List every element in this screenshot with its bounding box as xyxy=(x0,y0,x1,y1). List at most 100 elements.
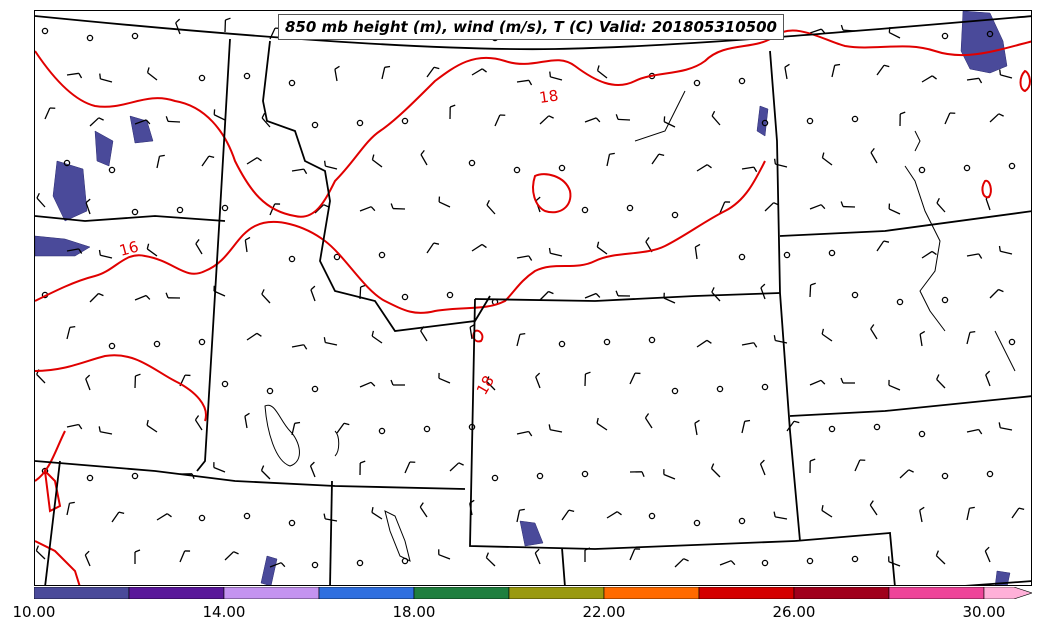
wind-barb xyxy=(84,550,91,567)
wind-barb xyxy=(516,79,533,86)
wind-barb xyxy=(98,426,113,435)
wind-barb xyxy=(246,332,262,341)
wind-barb xyxy=(195,239,203,255)
wind-barb xyxy=(201,155,215,167)
wind-barb xyxy=(66,72,83,79)
wind-barb xyxy=(134,373,141,389)
wind-barb xyxy=(85,198,91,215)
wind-barb xyxy=(821,505,833,518)
wind-barb xyxy=(821,152,833,166)
calm-circle xyxy=(558,164,566,172)
wind-barb xyxy=(919,506,925,523)
calm-circle xyxy=(738,517,746,525)
wind-barb xyxy=(711,110,721,126)
colorbar xyxy=(34,587,1032,599)
wind-barb xyxy=(888,203,901,215)
colorbar-tick-label: 30.00 xyxy=(962,603,1006,621)
wind-barb xyxy=(486,376,496,391)
calm-circle xyxy=(176,206,184,214)
wind-barb xyxy=(146,419,158,433)
wind-barb xyxy=(99,73,113,83)
wind-barb xyxy=(759,459,766,476)
contour-labels: 18 16 18 xyxy=(117,86,559,398)
calm-circle xyxy=(581,206,589,214)
wind-barb xyxy=(998,245,1013,255)
wind-barb xyxy=(516,255,533,261)
wind-barb xyxy=(719,560,736,566)
colorbar-tick-label: 10.00 xyxy=(12,603,56,621)
wind-barb xyxy=(156,513,172,521)
wind-barb xyxy=(944,112,956,125)
wind-barb xyxy=(291,168,308,175)
calm-circle xyxy=(648,336,656,344)
colorbar-segment xyxy=(508,587,605,599)
wind-barb xyxy=(696,164,712,172)
calm-circle xyxy=(693,79,701,87)
calm-circle xyxy=(941,472,949,480)
colorbar-segment xyxy=(34,587,130,599)
wind-barb xyxy=(596,417,608,431)
wind-barb xyxy=(486,199,496,215)
wind-barb xyxy=(548,247,563,257)
wind-barb xyxy=(999,69,1013,79)
wind-barb xyxy=(419,502,428,518)
colorbar-segment xyxy=(128,587,225,599)
calm-circle xyxy=(41,27,49,35)
wind-barb xyxy=(134,294,151,301)
wind-barb xyxy=(485,552,496,567)
wind-barb xyxy=(629,548,641,561)
wind-barb xyxy=(584,117,601,123)
calm-circle xyxy=(873,423,881,431)
wind-barb xyxy=(764,202,779,212)
wind-barb xyxy=(213,109,226,121)
calm-circle xyxy=(243,72,251,80)
state-boundaries xyxy=(35,15,1031,585)
calm-circle xyxy=(806,557,814,565)
wind-barb xyxy=(359,460,366,476)
calm-circle xyxy=(266,387,274,395)
wind-barb xyxy=(719,201,731,214)
wind-barb xyxy=(936,197,946,213)
contour-label-18-south: 18 xyxy=(473,372,498,398)
wind-barb xyxy=(998,422,1013,431)
wind-barb xyxy=(471,68,487,76)
calm-circle xyxy=(693,519,701,527)
wind-barb xyxy=(840,201,856,208)
wind-barb xyxy=(36,192,46,208)
colorbar-segment xyxy=(413,587,510,599)
colorbar-segment xyxy=(603,587,700,599)
wind-barb xyxy=(840,377,855,384)
wind-barb xyxy=(269,562,286,568)
wind-barb xyxy=(966,330,976,345)
calm-circle xyxy=(761,383,769,391)
temperature-contours xyxy=(35,29,1031,585)
wind-barb xyxy=(694,243,701,260)
wind-barb xyxy=(336,422,350,434)
calm-circle xyxy=(131,32,139,40)
wind-barb xyxy=(840,24,856,32)
wind-barb xyxy=(261,289,271,304)
calm-circle xyxy=(311,121,319,129)
wind-barb xyxy=(449,104,456,120)
calm-circle xyxy=(311,561,319,569)
calm-circle xyxy=(198,74,206,82)
wind-barb xyxy=(869,500,878,516)
wind-barb xyxy=(921,250,937,259)
wind-barb xyxy=(371,507,383,520)
map-canvas: 18 16 18 xyxy=(35,11,1031,585)
wind-barb xyxy=(773,335,788,344)
wind-barb xyxy=(966,253,983,259)
wind-barb xyxy=(146,243,158,257)
calm-circle xyxy=(288,519,296,527)
wind-barb xyxy=(156,154,165,169)
wind-barb xyxy=(224,551,239,561)
calm-circle xyxy=(671,211,679,219)
calm-circle xyxy=(761,119,769,127)
wind-barb xyxy=(809,282,816,298)
calm-circle xyxy=(446,291,454,299)
calm-circle xyxy=(198,338,206,346)
wind-barb xyxy=(314,204,329,214)
wind-barb xyxy=(438,372,451,384)
wind-barb xyxy=(629,471,645,478)
wind-barb xyxy=(936,374,946,389)
